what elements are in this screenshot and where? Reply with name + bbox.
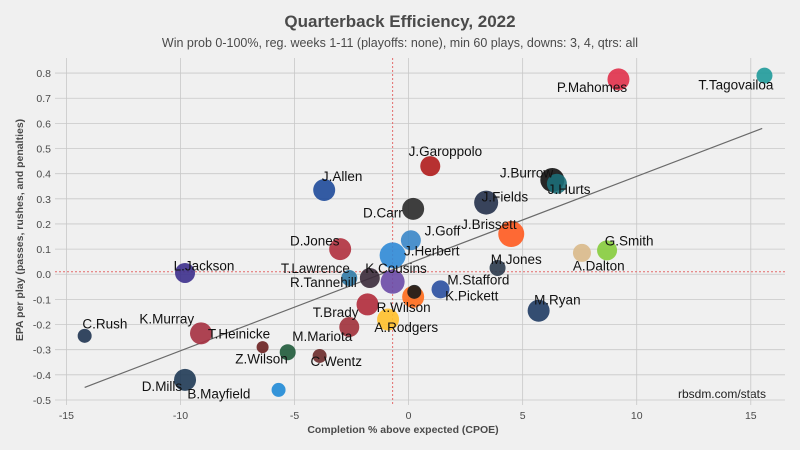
data-point bbox=[431, 280, 450, 299]
point-label: R.Tannehill bbox=[290, 275, 357, 290]
point-label: J.Garoppolo bbox=[409, 144, 483, 159]
data-point bbox=[313, 179, 336, 202]
data-point bbox=[400, 230, 421, 251]
point-label: C.Rush bbox=[82, 316, 127, 331]
point-label: J.Burrow bbox=[500, 165, 554, 180]
x-tick-label: 15 bbox=[745, 410, 757, 422]
point-label: M.Mariota bbox=[292, 329, 353, 344]
point-label: J.Hurts bbox=[548, 182, 591, 197]
y-tick-label: -0.4 bbox=[33, 370, 51, 382]
data-point bbox=[175, 262, 196, 283]
point-label: C.Wentz bbox=[311, 354, 363, 369]
x-axis-label: Completion % above expected (CPOE) bbox=[307, 424, 498, 436]
data-point bbox=[407, 284, 422, 299]
point-label: K.Pickett bbox=[445, 289, 499, 304]
point-label: M.Stafford bbox=[447, 272, 509, 287]
point-label: J.Fields bbox=[482, 189, 529, 204]
point-label: J.Goff bbox=[425, 223, 461, 238]
point-label: A.Dalton bbox=[573, 258, 625, 273]
regression-line bbox=[84, 127, 763, 388]
point-label: D.Carr bbox=[363, 206, 403, 221]
data-point bbox=[527, 299, 550, 322]
point-label: K.Cousins bbox=[365, 261, 427, 276]
y-tick-label: 0.1 bbox=[36, 244, 51, 256]
x-tick-label: -5 bbox=[290, 410, 299, 422]
point-label: T.Lawrence bbox=[281, 261, 350, 276]
x-tick-label: -10 bbox=[173, 410, 188, 422]
x-tick-label: 5 bbox=[520, 410, 526, 422]
point-label: T.Tagovailoa bbox=[698, 77, 774, 92]
data-point bbox=[756, 67, 773, 84]
y-tick-label: 0.0 bbox=[36, 269, 51, 281]
data-point bbox=[339, 317, 360, 338]
point-label: D.Mills bbox=[142, 379, 183, 394]
y-tick-label: -0.3 bbox=[33, 345, 51, 357]
point-label: Z.Wilson bbox=[235, 352, 288, 367]
data-point bbox=[312, 348, 327, 363]
data-point bbox=[474, 190, 499, 215]
data-point bbox=[607, 68, 630, 91]
y-tick-label: 0.5 bbox=[36, 144, 51, 156]
point-label: R.Wilson bbox=[377, 300, 431, 315]
point-label: J.Brissett bbox=[461, 217, 517, 232]
data-point bbox=[77, 328, 92, 343]
chart-title: Quarterback Efficiency, 2022 bbox=[284, 12, 515, 31]
data-point bbox=[329, 238, 352, 261]
y-axis-label: EPA per play (passes, rushes, and penalt… bbox=[14, 119, 26, 341]
data-point bbox=[359, 268, 380, 289]
trend-line bbox=[84, 127, 763, 388]
point-label: K.Murray bbox=[139, 311, 194, 326]
y-tick-label: 0.4 bbox=[36, 169, 51, 181]
y-tick-label: 0.8 bbox=[36, 68, 51, 80]
grid-lines bbox=[55, 58, 785, 405]
data-point bbox=[256, 341, 269, 354]
point-label: J.Herbert bbox=[404, 243, 460, 258]
axis-ticks: -15 -10 -5 0 5 10 15 -0.5 -0.4 -0.3 -0.2 -0.1 0.0 0.1… bbox=[33, 68, 757, 422]
point-label: P.Mahomes bbox=[557, 80, 628, 95]
chart-subtitle: Win prob 0-100%, reg. weeks 1-11 (playof… bbox=[162, 36, 638, 50]
data-point bbox=[498, 221, 525, 248]
point-label: M.Jones bbox=[491, 252, 542, 267]
data-point bbox=[572, 243, 591, 262]
point-label: M.Ryan bbox=[534, 292, 581, 307]
point-labels: T.Tagovailoa P.Mahomes J.Garoppolo J.Burrow… bbox=[82, 77, 773, 401]
y-tick-label: 0.3 bbox=[36, 194, 51, 206]
data-point bbox=[380, 269, 405, 294]
data-point bbox=[377, 308, 400, 331]
data-point bbox=[597, 240, 618, 261]
point-label: J.Allen bbox=[322, 169, 363, 184]
point-label: L.Jackson bbox=[174, 258, 235, 273]
data-point bbox=[402, 197, 425, 220]
point-label: A.Rodgers bbox=[374, 320, 438, 335]
data-point bbox=[279, 344, 296, 361]
source-credit: rbsdm.com/stats bbox=[678, 387, 766, 401]
x-tick-label: -15 bbox=[59, 410, 74, 422]
data-point bbox=[356, 293, 379, 316]
data-point bbox=[420, 156, 441, 177]
point-label: T.Brady bbox=[313, 305, 359, 320]
data-point bbox=[174, 368, 197, 391]
data-point bbox=[489, 259, 506, 276]
data-point bbox=[190, 322, 212, 345]
y-tick-label: -0.2 bbox=[33, 320, 51, 332]
y-tick-label: 0.7 bbox=[36, 93, 51, 105]
data-point bbox=[546, 173, 567, 194]
y-tick-label: 0.6 bbox=[36, 118, 51, 130]
data-point bbox=[341, 270, 358, 287]
point-label: D.Jones bbox=[290, 233, 340, 248]
x-tick-label: 0 bbox=[406, 410, 412, 422]
data-point bbox=[271, 382, 286, 397]
point-label: B.Mayfield bbox=[187, 387, 250, 402]
data-point bbox=[379, 242, 406, 269]
x-tick-label: 10 bbox=[631, 410, 643, 422]
y-tick-label: -0.1 bbox=[33, 294, 51, 306]
data-points bbox=[77, 67, 773, 397]
y-tick-label: 0.2 bbox=[36, 219, 51, 231]
point-label: G.Smith bbox=[605, 233, 654, 248]
y-tick-label: -0.5 bbox=[33, 395, 51, 407]
point-label: T.Heinicke bbox=[208, 326, 270, 341]
reference-lines bbox=[55, 58, 785, 405]
